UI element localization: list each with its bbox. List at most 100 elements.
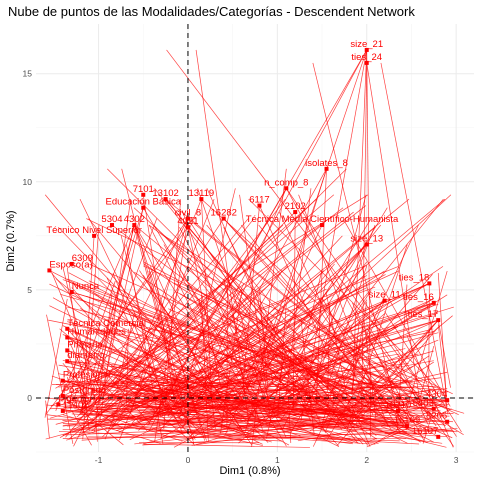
data-point [431, 300, 436, 305]
connection-segment [285, 188, 312, 396]
connection-segment [77, 396, 454, 423]
connection-segment [45, 400, 50, 439]
connection-segment [273, 198, 444, 411]
data-point [69, 261, 74, 266]
point-label: 7101 [133, 184, 154, 195]
connection-segment [187, 226, 363, 427]
connection-segment [62, 395, 265, 414]
connection-segment [253, 404, 405, 406]
connection-segment [60, 293, 369, 385]
connection-segment [99, 207, 144, 404]
point-label: Técnico Nivel Superior [46, 225, 142, 236]
data-point [427, 281, 432, 286]
connection-segment [71, 291, 400, 389]
connection-segment [148, 263, 239, 432]
data-point [65, 326, 70, 331]
connection-segment [142, 428, 458, 446]
connection-segment [264, 261, 368, 406]
connection-segment [67, 280, 272, 385]
point-label: Nunca [72, 281, 100, 292]
data-point [257, 203, 262, 208]
connection-segment [316, 404, 405, 419]
connection-segment [437, 324, 447, 398]
connection-segment [359, 315, 453, 393]
point-label: civil_8 [175, 208, 201, 219]
point-label: ties_17 [408, 309, 439, 320]
connection-segment [91, 282, 272, 432]
connection-segment [55, 194, 369, 389]
point-label: 2102 [285, 201, 306, 212]
connection-segment [46, 414, 242, 441]
data-point [436, 434, 441, 439]
y-tick-label: 15 [23, 69, 33, 79]
connection-segment [195, 49, 249, 421]
connection-segment [181, 244, 367, 429]
connection-segment [74, 363, 409, 403]
connection-segment [88, 280, 453, 439]
connection-segment [95, 224, 135, 391]
connection-segment [167, 49, 368, 418]
connection-segment [268, 298, 434, 406]
point-label: 5403 [413, 398, 434, 409]
data-point [320, 223, 325, 228]
connection-segment [66, 369, 91, 403]
data-point [132, 223, 137, 228]
point-label: 4304 [426, 389, 447, 400]
data-point [65, 335, 70, 340]
connection-segment [262, 399, 356, 404]
connection-segment [240, 224, 368, 385]
connection-segments [44, 49, 465, 448]
point-label: 6309 [72, 253, 93, 264]
connection-segment [129, 218, 189, 415]
point-label: 6117 [249, 195, 269, 206]
connection-segment [79, 320, 163, 413]
connection-segment [70, 341, 78, 401]
connection-segment [91, 329, 200, 415]
data-point [65, 359, 70, 364]
connection-segment [221, 395, 269, 443]
point-label: size_11 [369, 290, 401, 301]
connection-segment [336, 425, 357, 432]
connection-segment [67, 350, 263, 445]
connection-segment [173, 282, 459, 415]
connection-segment [98, 406, 407, 433]
connection-segment [153, 224, 364, 445]
connection-segment [166, 49, 420, 384]
connection-segment [188, 312, 438, 397]
point-label: 16109 [394, 415, 420, 426]
connection-segment [397, 394, 464, 436]
connection-segment [404, 270, 448, 416]
connection-segment [182, 211, 263, 430]
connection-segment [69, 211, 354, 439]
connection-segment [208, 317, 329, 412]
connection-segment [358, 381, 392, 429]
connection-segment [223, 227, 326, 434]
connection-segment [163, 244, 259, 418]
x-tick-label: 1 [275, 455, 280, 465]
data-point [445, 419, 450, 424]
connection-segment [187, 218, 446, 427]
connection-segment [437, 320, 451, 388]
chart-title: Nube de puntos de las Modalidades/Catego… [8, 4, 415, 19]
connection-segment [143, 261, 408, 401]
point-label: 16282 [211, 208, 237, 219]
data-point [436, 318, 441, 323]
connection-segment [134, 224, 244, 403]
data-point [185, 216, 190, 221]
connection-segment [223, 400, 447, 417]
connection-segment [352, 320, 360, 391]
connection-segment [51, 272, 102, 393]
connection-segment [143, 443, 310, 448]
point-label: Primaria [67, 339, 103, 350]
connection-segment [293, 269, 323, 391]
point-label: 8206 [426, 411, 447, 422]
data-point [364, 60, 369, 65]
data-points: size_21 ties_24 isolates_8 n_comp_8 71011310… [46, 39, 450, 439]
connection-segment [272, 410, 454, 414]
connection-segment [185, 333, 359, 423]
x-tick-label: 2 [364, 455, 369, 465]
point-label: 16107 [412, 426, 438, 437]
point-label: ties_16 [403, 292, 434, 303]
connection-segment [67, 328, 212, 398]
